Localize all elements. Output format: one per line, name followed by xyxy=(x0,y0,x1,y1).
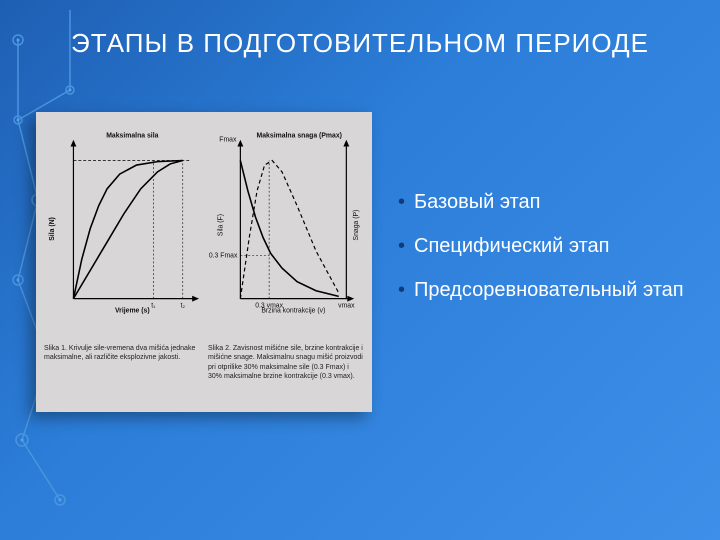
svg-text:Maksimalna sila: Maksimalna sila xyxy=(106,133,158,140)
svg-text:Sila (N): Sila (N) xyxy=(49,217,56,241)
svg-text:vmax: vmax xyxy=(338,302,355,309)
svg-text:Vrijeme (s): Vrijeme (s) xyxy=(115,307,150,314)
caption-left: Slika 1. Krivulje sile-vremena dva mišić… xyxy=(44,344,200,382)
bullet-list: Базовый этапСпецифический этапПредсоревн… xyxy=(398,180,698,312)
svg-text:0.3 Fmax: 0.3 Fmax xyxy=(209,253,238,260)
svg-text:Snaga (P): Snaga (P) xyxy=(353,210,360,241)
bullet-item: Предсоревновательный этап xyxy=(398,268,698,312)
svg-text:Fmax: Fmax xyxy=(219,137,237,144)
chart-left: Maksimalna sila Sila (N) Vrijeme (s)t₁ t₂ xyxy=(44,122,201,334)
bullet-item: Базовый этап xyxy=(398,180,698,224)
bullet-item: Специфический этап xyxy=(398,224,698,268)
chart-right: Maksimalna snaga (Pmax) Fmax Sila (F) Snaga… xyxy=(207,122,364,334)
svg-text:0.3 vmax: 0.3 vmax xyxy=(255,302,283,309)
svg-text:t₂: t₂ xyxy=(180,302,185,309)
svg-text:Sila (F): Sila (F) xyxy=(218,214,225,236)
caption-right: Slika 2. Zavisnost mišićne sile, brzine … xyxy=(208,344,364,382)
svg-text:t₁: t₁ xyxy=(151,302,156,309)
page-title: ЭТАПЫ В ПОДГОТОВИТЕЛЬНОМ ПЕРИОДЕ xyxy=(0,28,720,59)
svg-text:Maksimalna snaga (Pmax): Maksimalna snaga (Pmax) xyxy=(257,133,342,140)
charts-inset: Maksimalna sila Sila (N) Vrijeme (s)t₁ t₂ M… xyxy=(36,112,372,412)
